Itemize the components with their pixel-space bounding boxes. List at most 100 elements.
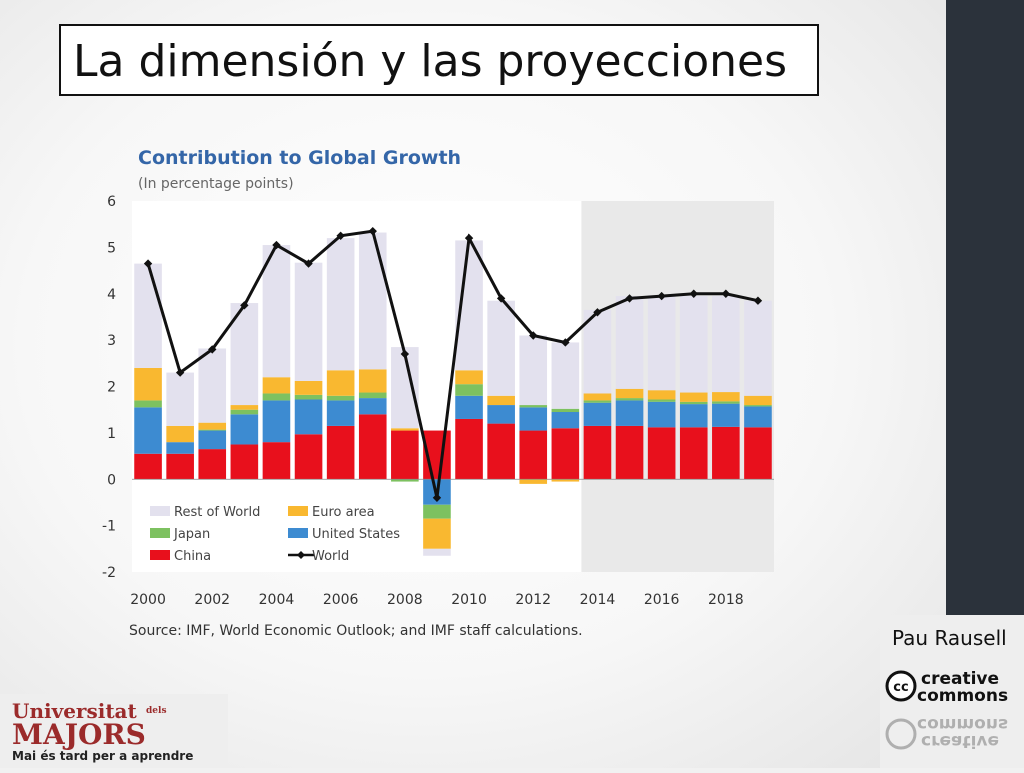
bar-segment [679,401,708,405]
bar-segment [423,518,451,549]
bar-segment [294,262,323,381]
legend-label: Japan [173,527,210,542]
y-tick-label: 4 [107,287,116,303]
bar-segment [519,335,548,406]
bar-segment [455,384,483,396]
x-tick-label: 2004 [259,592,295,608]
bar-segment [679,392,708,402]
legend-label: World [312,549,349,564]
bar-segment [198,429,227,431]
slide-title: La dimensión y las proyecciones [73,36,787,87]
bar-segment [166,425,194,443]
bar-segment [712,426,740,480]
legend-swatch [288,506,308,516]
bar-segment [134,400,162,408]
bar-segment [712,296,740,393]
y-tick-label: 3 [107,333,116,349]
creative-commons-logo-reflection: creative commons [885,714,1008,751]
slide-title-box: La dimensión y las proyecciones [59,24,819,96]
contribution-chart: Contribution to Global Growth (In percen… [102,147,774,639]
bar-segment [262,377,291,394]
x-tick-label: 2014 [580,592,616,608]
bar-segment [712,403,740,427]
legend-swatch [288,528,308,538]
y-tick-label: -2 [102,565,116,581]
legend-label: China [174,549,211,564]
y-tick-label: -1 [102,519,116,535]
bar-segment [198,449,227,480]
world-line-point [175,368,185,377]
bar-segment [230,414,259,445]
y-tick-label: 5 [107,240,116,256]
bar-segment [134,367,162,401]
bar-segment [551,412,580,429]
x-tick-label: 2018 [708,592,744,608]
university-logo-dels: dels [146,706,167,716]
bar-segment [519,479,548,484]
legend-label: Rest of World [174,505,260,520]
bar-segment [262,245,291,378]
bar-segment [262,400,291,443]
bar-segment [294,399,323,435]
projection-shading [581,201,774,572]
legend-label: Euro area [312,505,375,520]
bar-segment [551,428,580,480]
x-tick-label: 2016 [644,592,680,608]
cc-symbol: cc [893,680,908,695]
bar-segment [230,444,259,480]
legend-swatch [150,550,170,560]
world-line-point [432,493,442,502]
bar-segment [391,430,419,480]
bar-segment [551,408,580,413]
world-line-point [529,331,538,340]
bar-segment [262,442,291,480]
bar-segment [615,296,644,389]
bar-segment [358,398,387,415]
bar-segment [326,425,355,480]
y-tick-label: 6 [107,194,116,210]
bar-segment [134,407,162,454]
bar-segment [615,400,644,426]
bar-segment [487,395,515,406]
world-line-point [753,296,763,305]
bar-segment [744,395,772,406]
cc-reflection-creative: creative [921,731,999,751]
world-line-point [143,259,153,268]
legend-swatch-marker [297,551,305,559]
bar-segment [166,372,194,426]
bar-segment [647,295,676,391]
world-line-point [272,240,281,250]
y-tick-label: 2 [107,380,116,396]
bar-segment [198,430,227,450]
bar-segment [615,425,644,480]
bar-segment [615,398,644,401]
bar-segment [744,406,772,428]
world-line-point [561,338,570,347]
world-line-point [496,294,506,303]
world-line-point [400,349,410,359]
world-line-point [657,291,666,301]
cc-word-creative: creative [921,669,999,689]
cc-circle-icon [885,670,917,702]
bar-segment [647,427,676,480]
bar-segment [744,405,772,407]
bar-segment [455,370,483,385]
legend-label: United States [312,527,400,542]
world-line-point [304,259,313,268]
bar-segment [134,453,162,480]
bar-segment [326,400,355,426]
bar-segment [230,405,259,410]
bar-segment [423,504,451,519]
world-line-point [368,226,377,236]
cc-reflection-commons: commons [917,714,1008,734]
bar-segment [262,393,291,401]
world-line-point [240,301,249,310]
world-line-point [689,289,698,298]
bar-segment [166,453,194,480]
bar-segment [391,428,419,431]
x-tick-label: 2012 [515,592,551,608]
bar-segment [423,548,451,556]
bar-segment [712,401,740,404]
bar-segment [358,414,387,480]
bar-segment [583,402,612,426]
